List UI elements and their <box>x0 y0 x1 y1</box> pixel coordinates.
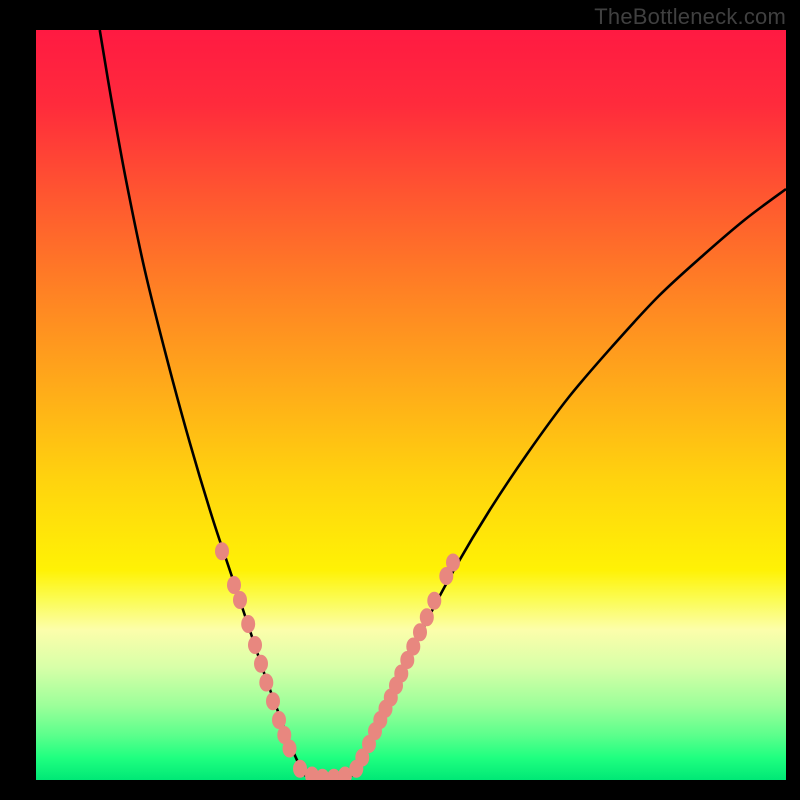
data-dot <box>283 740 297 758</box>
data-dot <box>413 623 427 641</box>
data-dot <box>248 636 262 654</box>
data-dot <box>215 542 229 560</box>
data-dot <box>233 591 247 609</box>
data-dot <box>259 674 273 692</box>
data-dot <box>241 615 255 633</box>
data-dot <box>427 592 441 610</box>
data-dot <box>254 655 268 673</box>
watermark-text: TheBottleneck.com <box>594 4 786 30</box>
chart-stage: TheBottleneck.com <box>0 0 800 800</box>
data-dot <box>446 554 460 572</box>
data-dot <box>293 760 307 778</box>
data-dot <box>420 608 434 626</box>
plot-area <box>36 30 786 780</box>
dot-layer <box>36 30 786 780</box>
data-dot <box>266 692 280 710</box>
